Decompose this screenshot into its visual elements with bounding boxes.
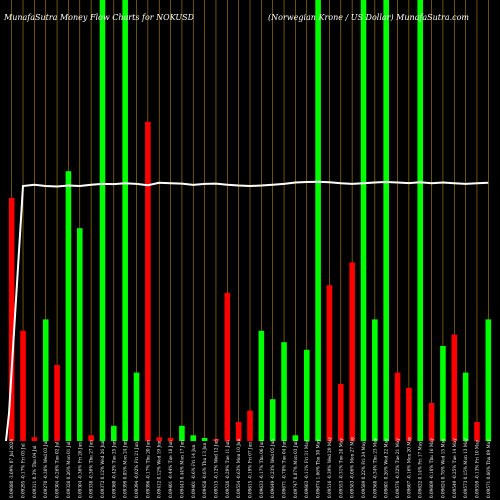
x-tick-label: 0.09394 -0.02% Fri 21 Jun xyxy=(134,442,139,498)
x-tick-label: 0.09609 -0.16% Thu 16 May xyxy=(429,437,434,498)
x-tick-label: 0.09360 -0.42% Tue 25 Jun xyxy=(111,440,116,498)
bar xyxy=(54,365,60,441)
x-tick-label: 0.09401 -0.6% Fri 14 Jun xyxy=(191,444,196,498)
x-tick-label: 0.09576 -0.32% Tue 21 May xyxy=(395,438,400,498)
bar xyxy=(88,435,94,441)
x-tick-label: 0.09622 0.14% Fri 17 May xyxy=(418,441,423,498)
bar xyxy=(315,0,321,441)
bar xyxy=(417,0,424,441)
x-tick-label: 0.09671 -0.78% Tue 04 Jun xyxy=(282,440,287,498)
bar xyxy=(485,319,492,441)
bar xyxy=(281,342,287,441)
bar xyxy=(20,330,26,441)
x-tick-label: 0.09601 0.26% Wed 22 May xyxy=(384,438,389,498)
x-tick-label: 0.09401 -0.44% Tue 18 Jun xyxy=(168,440,173,498)
bar xyxy=(258,330,265,441)
x-tick-label: 0.09270 -0.36% Wed 03 Jul xyxy=(43,440,48,498)
bar xyxy=(31,437,38,441)
bar xyxy=(326,285,333,441)
x-tick-label: 0.09080 -3.09% 07 Jul 2024 xyxy=(9,439,14,498)
bar xyxy=(111,425,117,441)
bar xyxy=(65,171,72,441)
bar xyxy=(190,435,197,441)
x-tick-label: 0.09747 0.87% Mon 03 Jun xyxy=(293,440,298,498)
x-tick-label: 0.09396 -0.17% Thu 20 Jun xyxy=(145,440,150,498)
x-tick-label: 0.09516 -0.39% Wed 29 May xyxy=(327,436,332,498)
x-tick-label: 0.09443 0.44% Mon 17 Jun xyxy=(179,440,184,498)
chart-title-right: (Norwegian Krone / US Dollar) MunafaSutr… xyxy=(268,13,469,22)
bar xyxy=(8,197,15,441)
x-tick-label: 0.09674 1.66% Thu 30 May xyxy=(316,439,321,498)
bar xyxy=(372,319,378,441)
x-tick-label: 0.09458 -0.6% Thu 13 Jun xyxy=(202,442,207,498)
x-tick-label: 0.09571 0.66% Thu 09 May xyxy=(486,439,491,498)
x-tick-label: 0.09372 0.12% Wed 26 Jun xyxy=(100,440,105,498)
x-tick-label: 0.09295 -0.17% Fri 05 Jul xyxy=(21,443,26,498)
bar xyxy=(383,0,389,441)
bar xyxy=(337,384,344,441)
x-tick-label: 0.09304 -0.36% Fri 28 Jun xyxy=(77,442,82,498)
bar xyxy=(394,372,401,441)
x-tick-label: 0.09526 -0.29% Tue 11 Jun xyxy=(225,440,230,498)
bar xyxy=(360,0,367,441)
bar xyxy=(406,387,412,441)
x-tick-label: 0.09559 -0.13% Fri 10 May xyxy=(474,439,479,498)
bar xyxy=(451,334,458,441)
x-tick-label: 0.09554 -0.63% Mon 10 Jun xyxy=(236,438,241,498)
x-tick-label: 0.09649 -0.23% Wed 05 Jun xyxy=(270,439,275,498)
x-axis-labels: 0.09080 -3.09% 07 Jul 2024 0.09295 -0.17%… xyxy=(9,436,491,498)
x-tick-label: 0.09515 -0.12% Wed 12 Jun xyxy=(213,439,218,498)
x-tick-label: 0.09338 -0.36% Thu 27 Jun xyxy=(89,440,94,498)
bar xyxy=(145,121,151,442)
bar xyxy=(349,262,355,441)
x-tick-label: 0.09568 -0.34% Thu 23 May xyxy=(372,437,377,498)
x-tick-label: 0.09328 0.26% Mon 01 Jul xyxy=(66,441,71,498)
x-tick-label: 0.09583 -0.06% Mon 27 May xyxy=(350,436,355,498)
bar xyxy=(428,403,435,441)
bar xyxy=(235,422,242,441)
x-tick-label: 0.09633 -0.17% Thu 06 Jun xyxy=(259,440,264,498)
x-tick-label: 0.09589 0.22% Fri 24 May xyxy=(361,441,366,498)
bar xyxy=(179,425,185,441)
bar xyxy=(269,399,276,441)
bar xyxy=(440,346,446,441)
bar xyxy=(99,0,106,441)
bar xyxy=(303,349,310,441)
x-tick-label: 0.09573 0.15% Mon 13 May xyxy=(463,437,468,498)
x-tick-label: 0.09607 -0.16% Mon 20 May xyxy=(406,436,411,498)
bar xyxy=(156,437,163,441)
bar-series xyxy=(8,0,492,442)
line-series xyxy=(5,180,489,442)
x-tick-label: 0.09399 0.05% Mon 24 Jun xyxy=(123,440,128,498)
bar xyxy=(42,319,49,441)
x-tick-label: 0.09624 0.78% Wed 15 May xyxy=(440,438,445,498)
x-tick-label: 0.09549 -0.25% Tue 14 May xyxy=(452,438,457,498)
x-tick-label: 0.09412 0.12% Wed 19 Jun xyxy=(157,440,162,498)
x-tick-label: 0.09615 -0.19% Fri 07 Jun xyxy=(248,442,253,498)
bar xyxy=(201,437,208,441)
x-tick-label: 0.09311 0.3% Thu 04 Jul xyxy=(32,445,37,498)
bar xyxy=(213,439,219,441)
bar xyxy=(462,372,469,441)
bar xyxy=(247,410,253,441)
x-tick-label: 0.09663 -0.11% Fri 31 May xyxy=(304,439,309,498)
bar xyxy=(122,0,128,441)
bar xyxy=(224,292,231,441)
x-tick-label: 0.09304 -0.26% Tue 02 Jul xyxy=(55,441,60,498)
price-line xyxy=(5,180,489,442)
bar xyxy=(474,422,480,441)
bar xyxy=(76,228,83,441)
bar xyxy=(167,437,174,441)
bar xyxy=(292,435,299,441)
bar xyxy=(133,372,140,441)
chart-title-left: MunafaSutra Money Flow Charts for NOKUSD xyxy=(3,13,195,22)
x-tick-label: 0.09553 -0.31% Tue 28 May xyxy=(338,438,343,498)
